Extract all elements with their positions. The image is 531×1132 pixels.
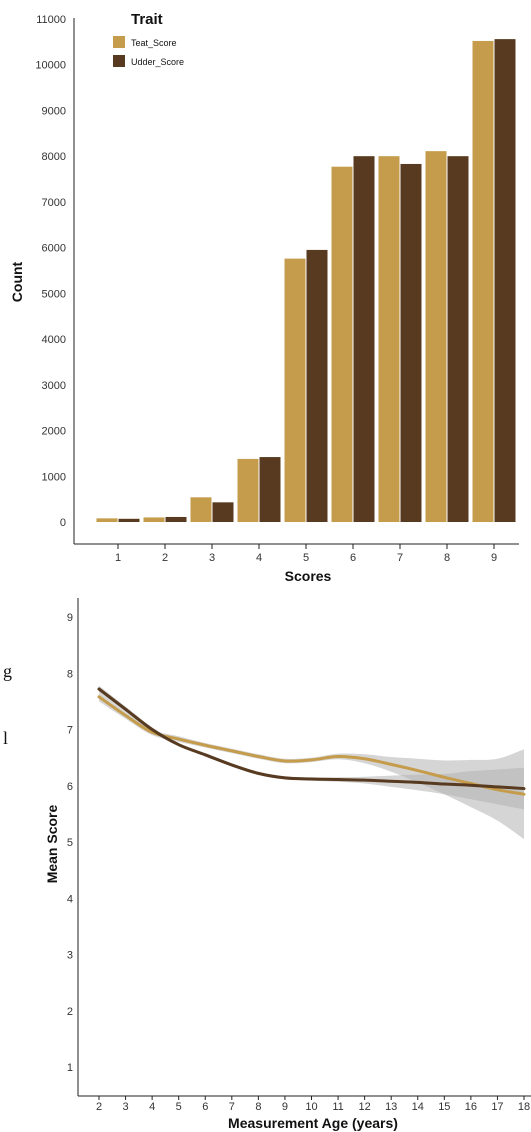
- line-y-axis-ticks: 1 2 3 4 5 6 7 8 9: [67, 612, 73, 1074]
- bar-y-axis-ticks: 0 1000 2000 3000 4000 5000 6000 7000 8000 9000 100…: [35, 14, 66, 529]
- line-x-tick-label: 3: [123, 1101, 129, 1113]
- bar-y-tick-label: 11000: [36, 14, 66, 26]
- line-y-tick-label: 4: [67, 893, 73, 905]
- bar-udder-score-4: [259, 457, 281, 522]
- bar-x-axis-ticks: 1 2 3 4 5 6 7 8 9: [115, 544, 497, 564]
- line-x-tick-label: 5: [176, 1101, 182, 1113]
- bar-y-tick-label: 6000: [42, 243, 66, 255]
- line-x-tick-label: 14: [412, 1101, 424, 1113]
- bar-x-tick-label: 1: [115, 552, 121, 564]
- bar-chart-bars: [96, 39, 516, 523]
- bar-x-tick-label: 4: [256, 552, 262, 564]
- bar-legend-title: Trait: [131, 11, 163, 28]
- bar-teat-score-4: [237, 458, 259, 522]
- bar-teat-score-7: [378, 156, 400, 522]
- bar-chart: 0 1000 2000 3000 4000 5000 6000 7000 8000 9000 100…: [9, 11, 519, 584]
- bar-teat-score-2: [143, 517, 165, 522]
- bar-teat-score-5: [284, 258, 306, 522]
- line-y-tick-label: 1: [67, 1062, 73, 1074]
- bar-udder-score-5: [306, 249, 328, 522]
- bar-x-tick-label: 2: [162, 552, 168, 564]
- line-x-tick-label: 2: [96, 1101, 102, 1113]
- bar-x-tick-label: 8: [444, 552, 450, 564]
- bar-y-tick-label: 2000: [42, 426, 66, 438]
- line-x-tick-label: 17: [491, 1101, 503, 1113]
- bar-teat-score-9: [472, 40, 494, 522]
- bar-teat-score-8: [425, 151, 447, 522]
- bar-udder-score-3: [212, 502, 234, 522]
- line-y-tick-label: 3: [67, 950, 73, 962]
- line-x-tick-label: 10: [305, 1101, 317, 1113]
- bar-udder-score-6: [353, 156, 375, 522]
- bar-x-tick-label: 6: [350, 552, 356, 564]
- line-x-tick-label: 11: [332, 1101, 343, 1113]
- confidence-band-1: [99, 692, 524, 840]
- bar-x-tick-label: 5: [303, 552, 309, 564]
- line-x-axis-title: Measurement Age (years): [228, 1115, 398, 1131]
- confidence-band-2: [99, 685, 524, 810]
- line-y-tick-label: 6: [67, 781, 73, 793]
- line-chart-series: [97, 687, 526, 796]
- line-x-tick-label: 9: [282, 1101, 288, 1113]
- bar-udder-score-2: [165, 516, 187, 522]
- bar-y-axis-title: Count: [9, 261, 25, 302]
- bar-legend-label-teat: Teat_Score: [131, 38, 177, 48]
- bar-teat-score-1: [96, 518, 118, 522]
- line-y-tick-label: 2: [67, 1006, 73, 1018]
- bar-x-tick-label: 9: [491, 552, 497, 564]
- line-x-tick-label: 7: [229, 1101, 235, 1113]
- margin-glyph-1: g: [3, 661, 12, 681]
- bar-legend-swatch-udder: [113, 55, 125, 67]
- bar-y-tick-label: 1000: [42, 471, 66, 483]
- line-x-tick-label: 16: [465, 1101, 477, 1113]
- line-x-tick-label: 8: [255, 1101, 261, 1113]
- line-x-axis-ticks: 2 3 4 5 6 7 8 9 10 11 12 13 14 15 16 17 18: [96, 1096, 530, 1113]
- bar-y-tick-label: 3000: [42, 380, 66, 392]
- bar-udder-score-7: [400, 163, 422, 523]
- line-y-tick-label: 9: [67, 612, 73, 624]
- bar-teat-score-6: [331, 166, 353, 522]
- line-x-tick-label: 15: [438, 1101, 450, 1113]
- bar-x-axis-title: Scores: [285, 568, 332, 584]
- bar-y-tick-label: 9000: [42, 105, 66, 117]
- margin-glyph-2: l: [3, 728, 8, 748]
- bar-y-tick-label: 7000: [42, 197, 66, 209]
- line-y-tick-label: 7: [67, 725, 73, 737]
- bar-y-tick-label: 10000: [35, 60, 66, 72]
- bar-y-tick-label: 8000: [42, 151, 66, 163]
- line-x-tick-label: 13: [385, 1101, 397, 1113]
- line-x-tick-label: 4: [149, 1101, 155, 1113]
- bar-udder-score-9: [494, 39, 516, 523]
- bar-y-tick-label: 4000: [42, 334, 66, 346]
- line-series-2: [97, 687, 526, 791]
- line-x-tick-label: 12: [359, 1101, 371, 1113]
- bar-udder-score-1: [118, 518, 140, 522]
- line-y-axis-title: Mean Score: [44, 804, 60, 883]
- bar-x-tick-label: 3: [209, 552, 215, 564]
- bar-teat-score-3: [190, 497, 212, 522]
- bar-y-tick-label: 5000: [42, 288, 66, 300]
- bar-y-tick-label: 0: [60, 517, 66, 529]
- bar-legend-label-udder: Udder_Score: [131, 57, 184, 67]
- bar-legend: Trait Teat_Score Udder_Score: [113, 11, 184, 67]
- line-x-tick-label: 6: [202, 1101, 208, 1113]
- bar-legend-swatch-teat: [113, 36, 125, 48]
- line-y-tick-label: 5: [67, 837, 73, 849]
- line-x-tick-label: 18: [518, 1101, 530, 1113]
- bar-udder-score-8: [447, 156, 469, 522]
- line-chart-confidence-bands: [99, 685, 524, 840]
- line-y-tick-label: 8: [67, 668, 73, 680]
- line-series-1: [97, 695, 526, 796]
- bar-x-tick-label: 7: [397, 552, 403, 564]
